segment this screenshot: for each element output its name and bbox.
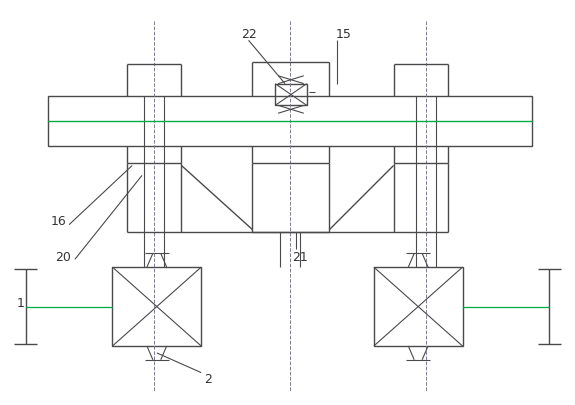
Bar xyxy=(374,267,462,346)
Text: 16: 16 xyxy=(51,215,66,228)
Text: 2: 2 xyxy=(204,373,212,386)
Bar xyxy=(48,96,532,146)
Text: 20: 20 xyxy=(55,251,71,264)
Bar xyxy=(113,267,201,346)
Text: 1: 1 xyxy=(17,297,25,310)
Bar xyxy=(275,84,306,105)
Text: 21: 21 xyxy=(292,251,308,264)
Text: 15: 15 xyxy=(335,28,351,41)
Text: 22: 22 xyxy=(241,28,256,41)
